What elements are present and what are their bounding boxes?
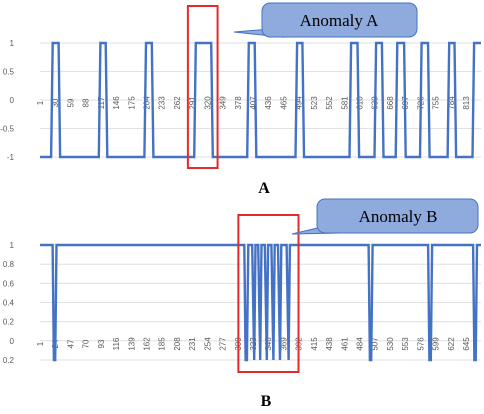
anomaly-callout-label: Anomaly B (359, 207, 438, 226)
anomaly-highlight-box (186, 5, 219, 169)
x-tick-label: 622 (447, 337, 456, 351)
x-tick-label: 116 (112, 337, 121, 350)
x-tick-label: 523 (310, 96, 319, 110)
series-line (40, 243, 481, 362)
x-tick-label: 146 (112, 96, 121, 110)
x-tick-label: 552 (325, 96, 334, 110)
anomaly-callout (261, 2, 418, 38)
x-tick-label: 484 (356, 337, 365, 351)
x-tick-label: 610 (356, 96, 365, 110)
y-tick-label: 0 (10, 96, 15, 105)
x-tick-label: 59 (66, 98, 75, 107)
x-tick-label: 407 (249, 96, 258, 110)
x-tick-label: 185 (158, 337, 167, 351)
x-tick-label: 320 (203, 96, 212, 110)
x-tick-label: 755 (432, 96, 441, 110)
x-tick-label: 262 (173, 96, 182, 110)
y-tick-label: 0 (10, 337, 15, 346)
x-tick-label: 369 (279, 337, 288, 351)
x-tick-label: 438 (325, 337, 334, 351)
x-tick-label: 204 (143, 96, 152, 110)
x-tick-label: 378 (234, 96, 243, 110)
x-tick-label: 231 (188, 337, 197, 351)
x-tick-label: 645 (462, 337, 471, 351)
x-tick-label: 461 (340, 337, 349, 351)
y-tick-label: -1 (7, 153, 15, 162)
x-tick-label: 1 (36, 100, 45, 105)
x-tick-label: 254 (203, 337, 212, 351)
y-tick-label: 1 (10, 39, 15, 48)
x-tick-label: 208 (173, 337, 182, 351)
x-tick-label: 1 (36, 341, 45, 346)
x-tick-label: 813 (462, 96, 471, 110)
y-tick-label: 0.2 (3, 356, 15, 365)
x-tick-label: 291 (188, 96, 197, 110)
y-tick-label: 0.4 (3, 299, 15, 308)
x-tick-label: 668 (386, 96, 395, 110)
x-tick-label: 530 (386, 337, 395, 351)
anomaly-highlight-box (237, 214, 300, 373)
x-tick-label: 175 (127, 96, 136, 110)
y-tick-label: 0.6 (3, 279, 15, 288)
x-tick-label: 436 (264, 96, 273, 110)
y-tick-label: -0.5 (0, 125, 14, 134)
x-tick-label: 117 (97, 96, 106, 109)
anomaly-callout-label: Anomaly A (300, 11, 380, 30)
x-tick-label: 346 (264, 337, 273, 351)
x-tick-label: 581 (340, 96, 349, 110)
x-tick-label: 70 (82, 339, 91, 348)
x-tick-label: 88 (82, 98, 91, 107)
x-tick-label: 349 (219, 96, 228, 110)
x-tick-label: 576 (416, 337, 425, 351)
chart-a: 1 0.5 0 -0.5 -1 1 30 59 88 117 146 175 204 233 262 291 3… (0, 2, 481, 197)
y-tick-label: 0.2 (3, 318, 15, 327)
x-tick-label: 139 (127, 337, 136, 351)
x-tick-label: 415 (310, 337, 319, 351)
x-tick-label: 30 (51, 98, 60, 107)
chart-b: 10.80.60.40.200.21 24 47 70 93 116 139 162 185 20… (3, 198, 481, 410)
chart-caption: B (261, 393, 272, 410)
y-tick-label: 0.8 (3, 260, 15, 269)
x-tick-label: 553 (401, 337, 410, 351)
x-tick-label: 47 (66, 339, 75, 348)
chart-caption: A (258, 180, 270, 197)
x-tick-label: 233 (158, 96, 167, 110)
anomaly-callout (316, 198, 479, 234)
x-tick-label: 465 (279, 96, 288, 110)
series-line (40, 41, 481, 159)
x-tick-label: 599 (432, 337, 441, 351)
y-tick-label: 0.5 (3, 68, 15, 77)
x-tick-label: 507 (371, 337, 380, 351)
x-tick-label: 93 (97, 339, 106, 348)
x-tick-label: 277 (219, 337, 228, 351)
y-tick-label: 1 (10, 241, 15, 250)
x-tick-label: 494 (295, 96, 304, 110)
x-tick-label: 162 (143, 337, 152, 351)
x-tick-label: 784 (447, 96, 456, 110)
